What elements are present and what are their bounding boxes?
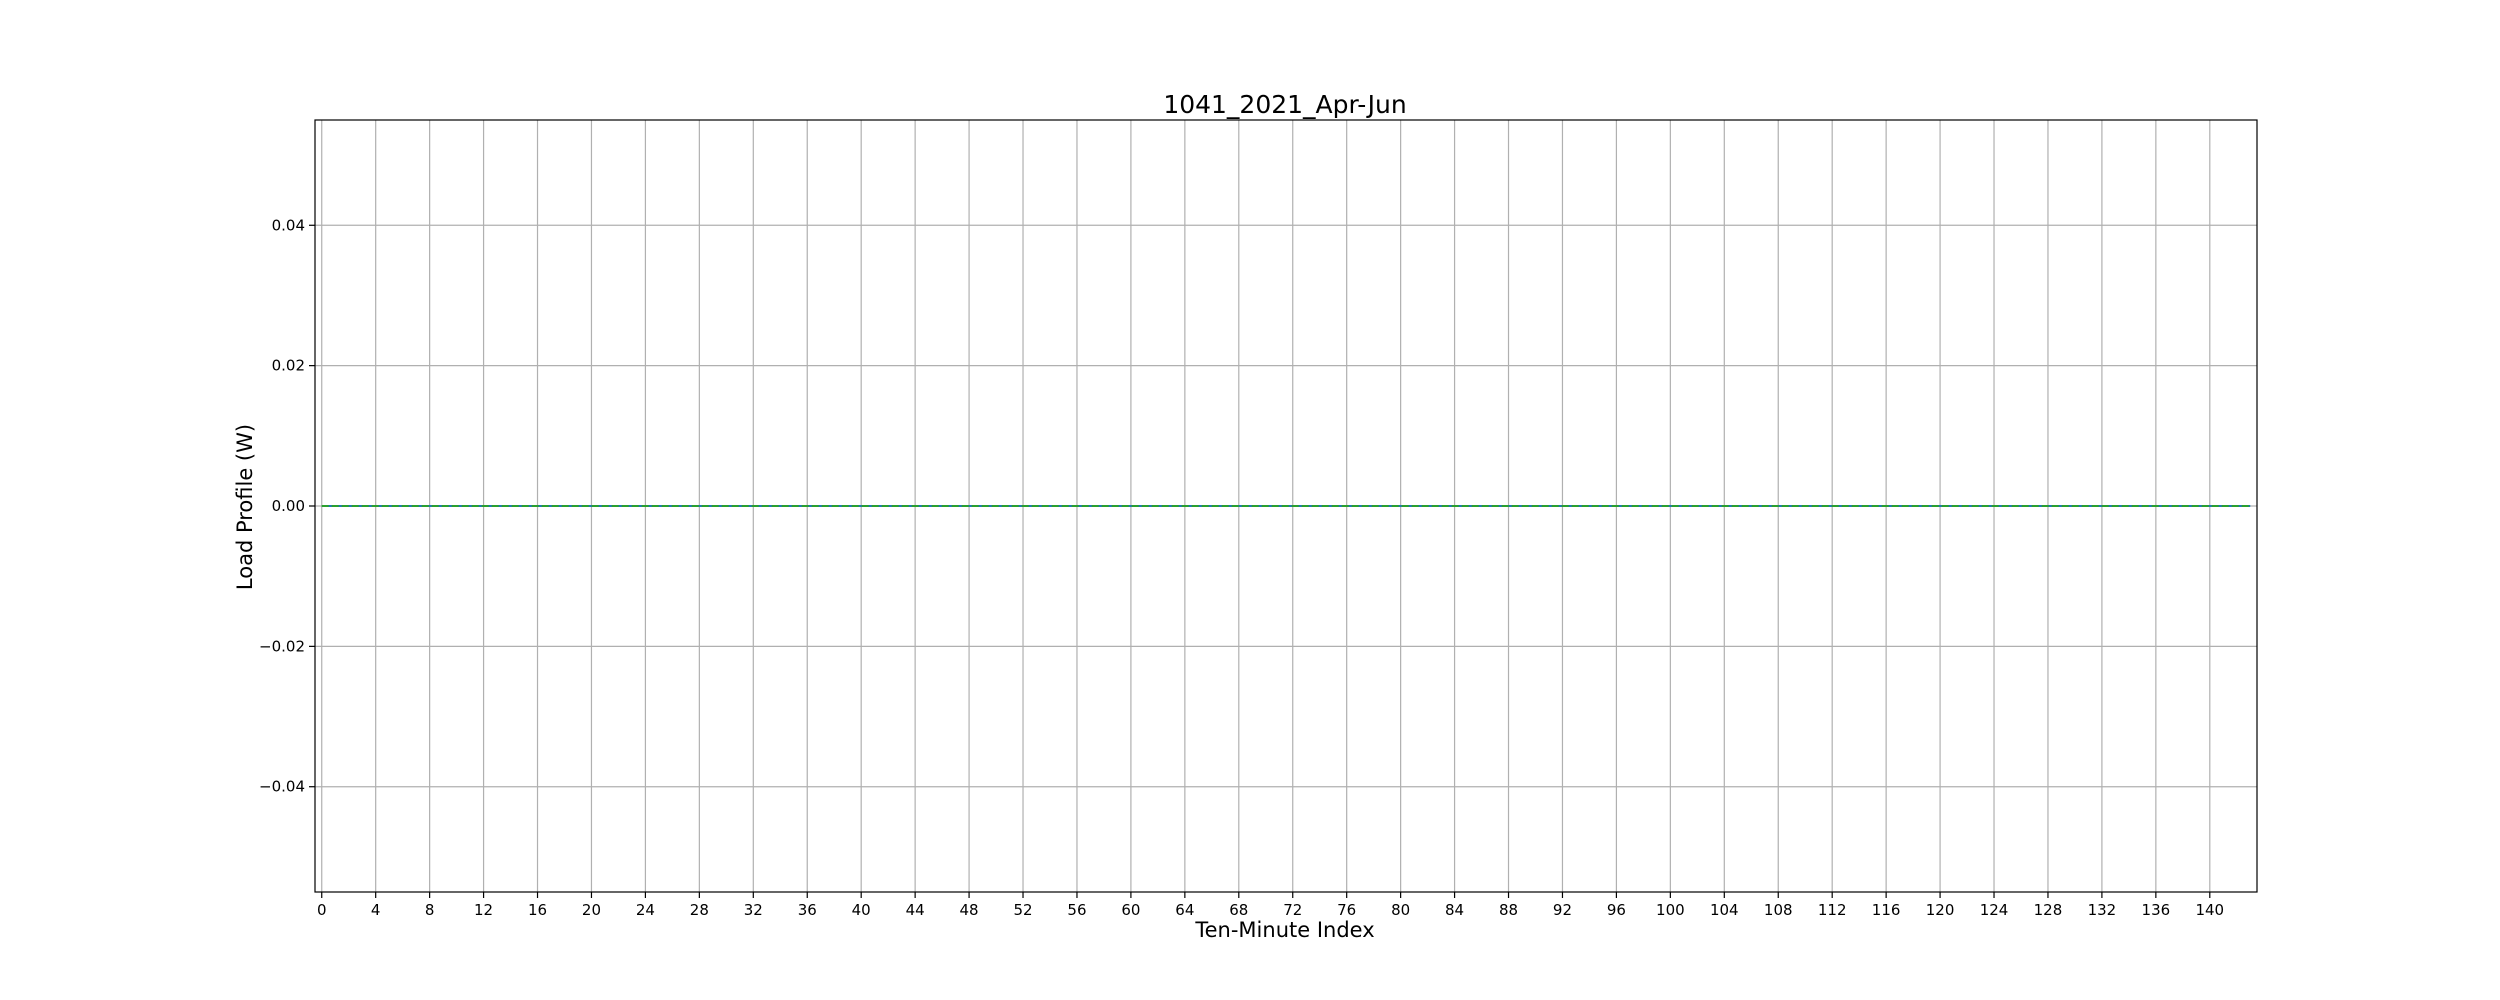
x-tick-label: 96 [1607,901,1626,919]
y-tick-label: −0.02 [259,637,305,655]
x-tick-label: 48 [960,901,979,919]
x-tick-label: 4 [371,901,381,919]
y-axis-label: Load Profile (W) [233,424,257,590]
x-tick-label: 120 [1926,901,1955,919]
y-tick-label: 0.02 [272,357,305,375]
x-tick-label: 132 [2088,901,2117,919]
y-tick-label: 0.00 [272,497,305,515]
x-tick-label: 116 [1872,901,1901,919]
x-tick-label: 92 [1553,901,1572,919]
x-tick-label: 40 [852,901,871,919]
x-tick-label: 64 [1175,901,1194,919]
x-tick-label: 0 [317,901,327,919]
y-tick-label: −0.04 [259,778,305,796]
y-tick-label: 0.04 [272,216,305,234]
x-tick-label: 8 [425,901,435,919]
x-tick-label: 24 [636,901,655,919]
x-tick-label: 100 [1656,901,1685,919]
x-tick-label: 80 [1391,901,1410,919]
x-tick-label: 20 [582,901,601,919]
x-tick-label: 128 [2034,901,2063,919]
x-tick-label: 52 [1013,901,1032,919]
x-axis-ticks: 0 4 8 12 16 20 24 28 32 36 40 44 48 52 56 60 64 68 72 76 80 8… [317,892,2224,919]
x-tick-label: 84 [1445,901,1464,919]
x-tick-label: 36 [798,901,817,919]
x-tick-label: 28 [690,901,709,919]
x-tick-label: 88 [1499,901,1518,919]
x-tick-label: 136 [2142,901,2171,919]
chart-title: 1041_2021_Apr-Jun [1163,90,1406,119]
x-tick-label: 108 [1764,901,1793,919]
x-tick-label: 76 [1337,901,1356,919]
x-tick-label: 140 [2195,901,2224,919]
x-tick-label: 12 [474,901,493,919]
x-tick-label: 16 [528,901,547,919]
x-tick-label: 104 [1710,901,1739,919]
x-tick-label: 68 [1229,901,1248,919]
y-axis-ticks: −0.04 −0.02 0.00 0.02 0.04 [259,216,315,796]
x-tick-label: 56 [1067,901,1086,919]
x-tick-label: 124 [1980,901,2009,919]
x-axis-label: Ten-Minute Index [1194,918,1374,942]
x-tick-label: 60 [1121,901,1140,919]
x-tick-label: 44 [906,901,925,919]
x-tick-label: 32 [744,901,763,919]
x-tick-label: 112 [1818,901,1847,919]
x-tick-label: 72 [1283,901,1302,919]
